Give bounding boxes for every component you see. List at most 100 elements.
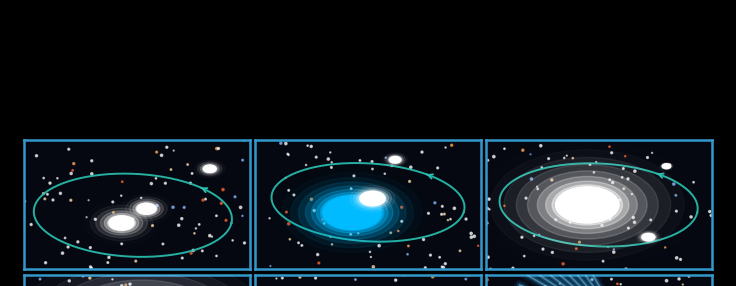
Point — [507, 266, 519, 271]
Point — [178, 205, 190, 210]
Ellipse shape — [130, 199, 163, 219]
Point — [313, 261, 325, 265]
Point — [531, 184, 543, 189]
Point — [677, 282, 689, 286]
Point — [206, 235, 218, 239]
Point — [488, 154, 500, 159]
Point — [236, 214, 248, 218]
Ellipse shape — [291, 178, 414, 248]
Ellipse shape — [516, 164, 658, 245]
Point — [520, 196, 532, 200]
Point — [173, 223, 185, 227]
Point — [365, 255, 377, 259]
Point — [586, 277, 598, 282]
Point — [379, 172, 391, 176]
Point — [351, 204, 363, 208]
Point — [483, 197, 495, 201]
Point — [325, 150, 336, 155]
Point — [213, 146, 224, 151]
Point — [604, 178, 615, 182]
Point — [85, 265, 96, 269]
Point — [420, 265, 431, 270]
Point — [41, 192, 53, 196]
Point — [685, 214, 697, 219]
Point — [622, 176, 634, 181]
Point — [165, 167, 177, 172]
Point — [186, 171, 198, 176]
Ellipse shape — [504, 157, 670, 253]
Point — [38, 176, 49, 180]
Point — [211, 146, 223, 151]
Ellipse shape — [137, 203, 156, 214]
Point — [465, 231, 477, 236]
Point — [68, 161, 79, 166]
Point — [596, 223, 608, 228]
Point — [220, 218, 232, 223]
Point — [425, 253, 436, 257]
Point — [705, 213, 717, 218]
Point — [670, 209, 682, 213]
Point — [683, 274, 695, 279]
Point — [188, 231, 200, 236]
Point — [597, 259, 609, 263]
Point — [608, 210, 620, 214]
Point — [25, 222, 37, 227]
Point — [326, 160, 338, 165]
Point — [354, 158, 366, 163]
Ellipse shape — [109, 216, 134, 230]
Ellipse shape — [387, 155, 403, 164]
Point — [427, 275, 439, 279]
Ellipse shape — [311, 189, 393, 236]
Ellipse shape — [105, 213, 139, 233]
Point — [283, 152, 294, 157]
Point — [616, 175, 628, 180]
Point — [168, 148, 180, 153]
Point — [646, 150, 658, 155]
Point — [516, 235, 528, 240]
Point — [116, 242, 127, 246]
Point — [559, 200, 570, 205]
Point — [517, 148, 528, 152]
Point — [429, 200, 441, 205]
Point — [135, 196, 147, 200]
Ellipse shape — [556, 187, 619, 223]
Point — [481, 277, 493, 282]
Point — [546, 178, 558, 182]
Point — [454, 249, 466, 253]
Point — [311, 155, 322, 160]
Point — [416, 150, 428, 154]
Point — [66, 171, 77, 176]
Point — [282, 152, 294, 156]
Point — [618, 186, 630, 191]
Point — [350, 277, 361, 282]
Point — [557, 261, 569, 266]
Point — [157, 242, 169, 246]
Point — [348, 174, 360, 178]
Point — [146, 181, 158, 186]
Point — [197, 198, 209, 202]
Ellipse shape — [389, 156, 402, 164]
Ellipse shape — [323, 196, 381, 229]
Point — [44, 181, 56, 185]
Point — [525, 152, 537, 157]
Point — [576, 208, 588, 213]
Point — [448, 206, 460, 210]
Point — [623, 226, 634, 231]
Point — [151, 150, 163, 154]
Point — [535, 143, 547, 148]
Point — [446, 143, 458, 148]
Point — [72, 240, 84, 244]
Ellipse shape — [360, 191, 385, 206]
Point — [484, 207, 495, 212]
Point — [18, 199, 30, 204]
Point — [116, 193, 127, 198]
Point — [125, 217, 137, 221]
Point — [596, 193, 608, 198]
Point — [445, 217, 456, 221]
Point — [235, 205, 247, 210]
Point — [366, 159, 378, 164]
Point — [582, 214, 594, 218]
Point — [216, 201, 227, 206]
Point — [364, 250, 376, 254]
Point — [537, 247, 549, 251]
